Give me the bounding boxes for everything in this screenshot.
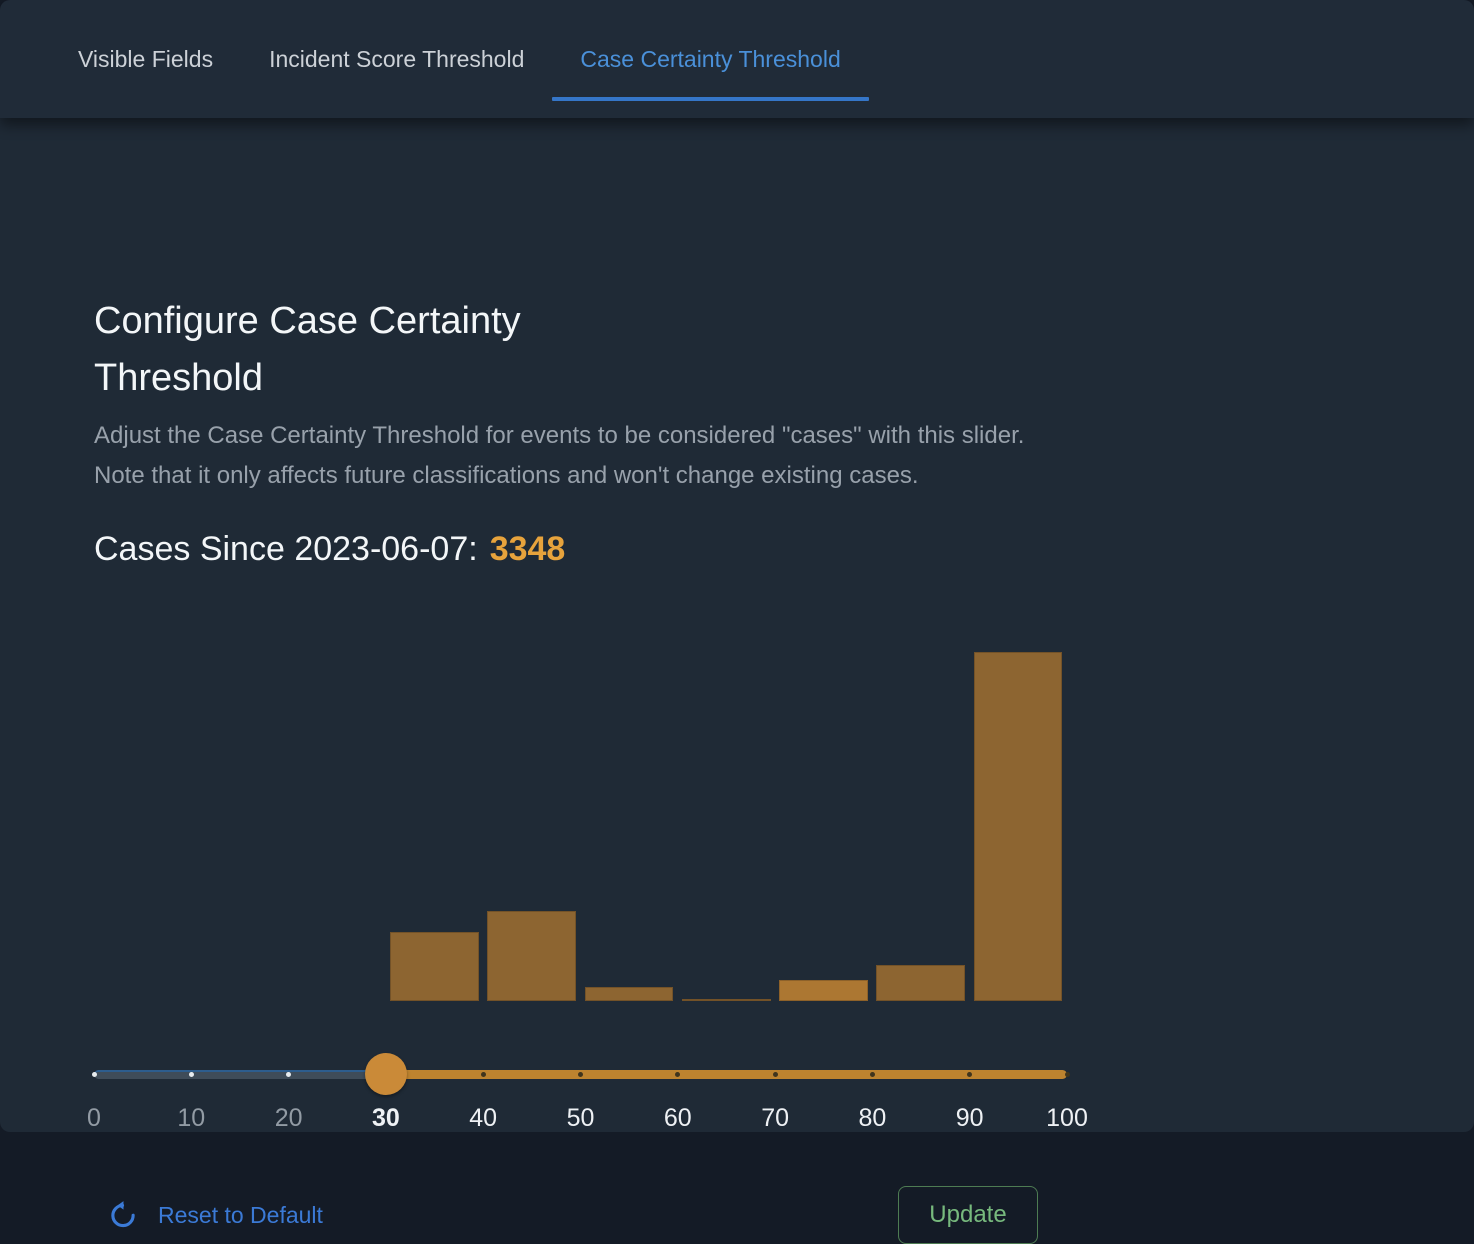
settings-panel: Configure Case Certainty Threshold Adjus…: [0, 118, 1474, 1244]
slider-handle[interactable]: [364, 1053, 407, 1095]
update-button[interactable]: Update: [898, 1186, 1038, 1244]
cases-since-label: Cases Since 2023-06-07:: [94, 530, 478, 568]
slider-tick-dot: [188, 1072, 194, 1077]
slider-rail-unfilled[interactable]: [94, 1070, 386, 1079]
threshold-slider[interactable]: [91, 1053, 1070, 1095]
slider-tick-dot: [675, 1072, 681, 1077]
slider-tick-label: 70: [761, 1104, 789, 1132]
slider-tick-label: 40: [469, 1104, 498, 1132]
histogram-bar: [584, 986, 674, 1001]
histogram-bar: [779, 979, 868, 1001]
page-title: Configure Case Certainty Threshold: [94, 300, 521, 400]
histogram-bar: [487, 911, 576, 1001]
histogram-bar: [876, 964, 966, 1001]
slider-tick-dot: [967, 1072, 973, 1077]
slider-tick-dot: [869, 1072, 875, 1077]
tab-case-certainty-threshold[interactable]: Case Certainty Threshold: [552, 0, 870, 118]
rotate-ccw-icon: [111, 1201, 135, 1228]
histogram-bar: [973, 652, 1063, 1001]
slider-tick-dot: [286, 1072, 292, 1077]
tab-label: Incident Score Threshold: [269, 45, 525, 72]
reset-to-default-button[interactable]: Reset to Default: [108, 1196, 323, 1234]
tab-label: Case Certainty Threshold: [580, 45, 841, 72]
histogram: [94, 651, 1067, 1001]
slider-tick-label: 90: [955, 1104, 984, 1132]
tab-incident-score-threshold[interactable]: Incident Score Threshold: [241, 0, 552, 118]
slider-tick-dot: [91, 1072, 97, 1077]
tab-bar: Visible Fields Incident Score Threshold …: [0, 0, 1474, 118]
histogram-bar: [681, 998, 771, 1001]
slider-tick-label: 30: [371, 1104, 400, 1132]
description-text: Adjust the Case Certainty Threshold for …: [94, 416, 1214, 496]
histogram-bar: [389, 932, 479, 1001]
slider-tick-label: 100: [1046, 1104, 1088, 1132]
slider-tick-label: 20: [274, 1104, 303, 1132]
slider-tick-labels: 0 10 20 30 40 50 60 70 80 90 100: [87, 1104, 1088, 1134]
slider-tick-label: 10: [177, 1104, 206, 1132]
tab-label: Visible Fields: [78, 45, 214, 72]
tab-visible-fields[interactable]: Visible Fields: [50, 0, 241, 118]
slider-rail-filled[interactable]: [385, 1070, 1067, 1079]
slider-tick-dot: [480, 1072, 486, 1077]
slider-tick-label: 80: [858, 1104, 887, 1132]
slider-tick-dot: [578, 1072, 583, 1077]
slider-tick-dot: [772, 1072, 778, 1077]
slider-tick-label: 60: [663, 1104, 692, 1132]
cases-since-line: Cases Since 2023-06-07: 3348: [94, 530, 565, 569]
slider-tick-label: 0: [87, 1104, 101, 1132]
cases-count-value: 3348: [489, 530, 566, 568]
description-line: Adjust the Case Certainty Threshold for …: [94, 422, 1025, 449]
description-line: Note that it only affects future classif…: [94, 462, 919, 489]
slider-tick-label: 50: [566, 1104, 595, 1132]
slider-tick-dot: [1064, 1072, 1070, 1077]
reset-to-default-label: Reset to Default: [158, 1201, 323, 1228]
